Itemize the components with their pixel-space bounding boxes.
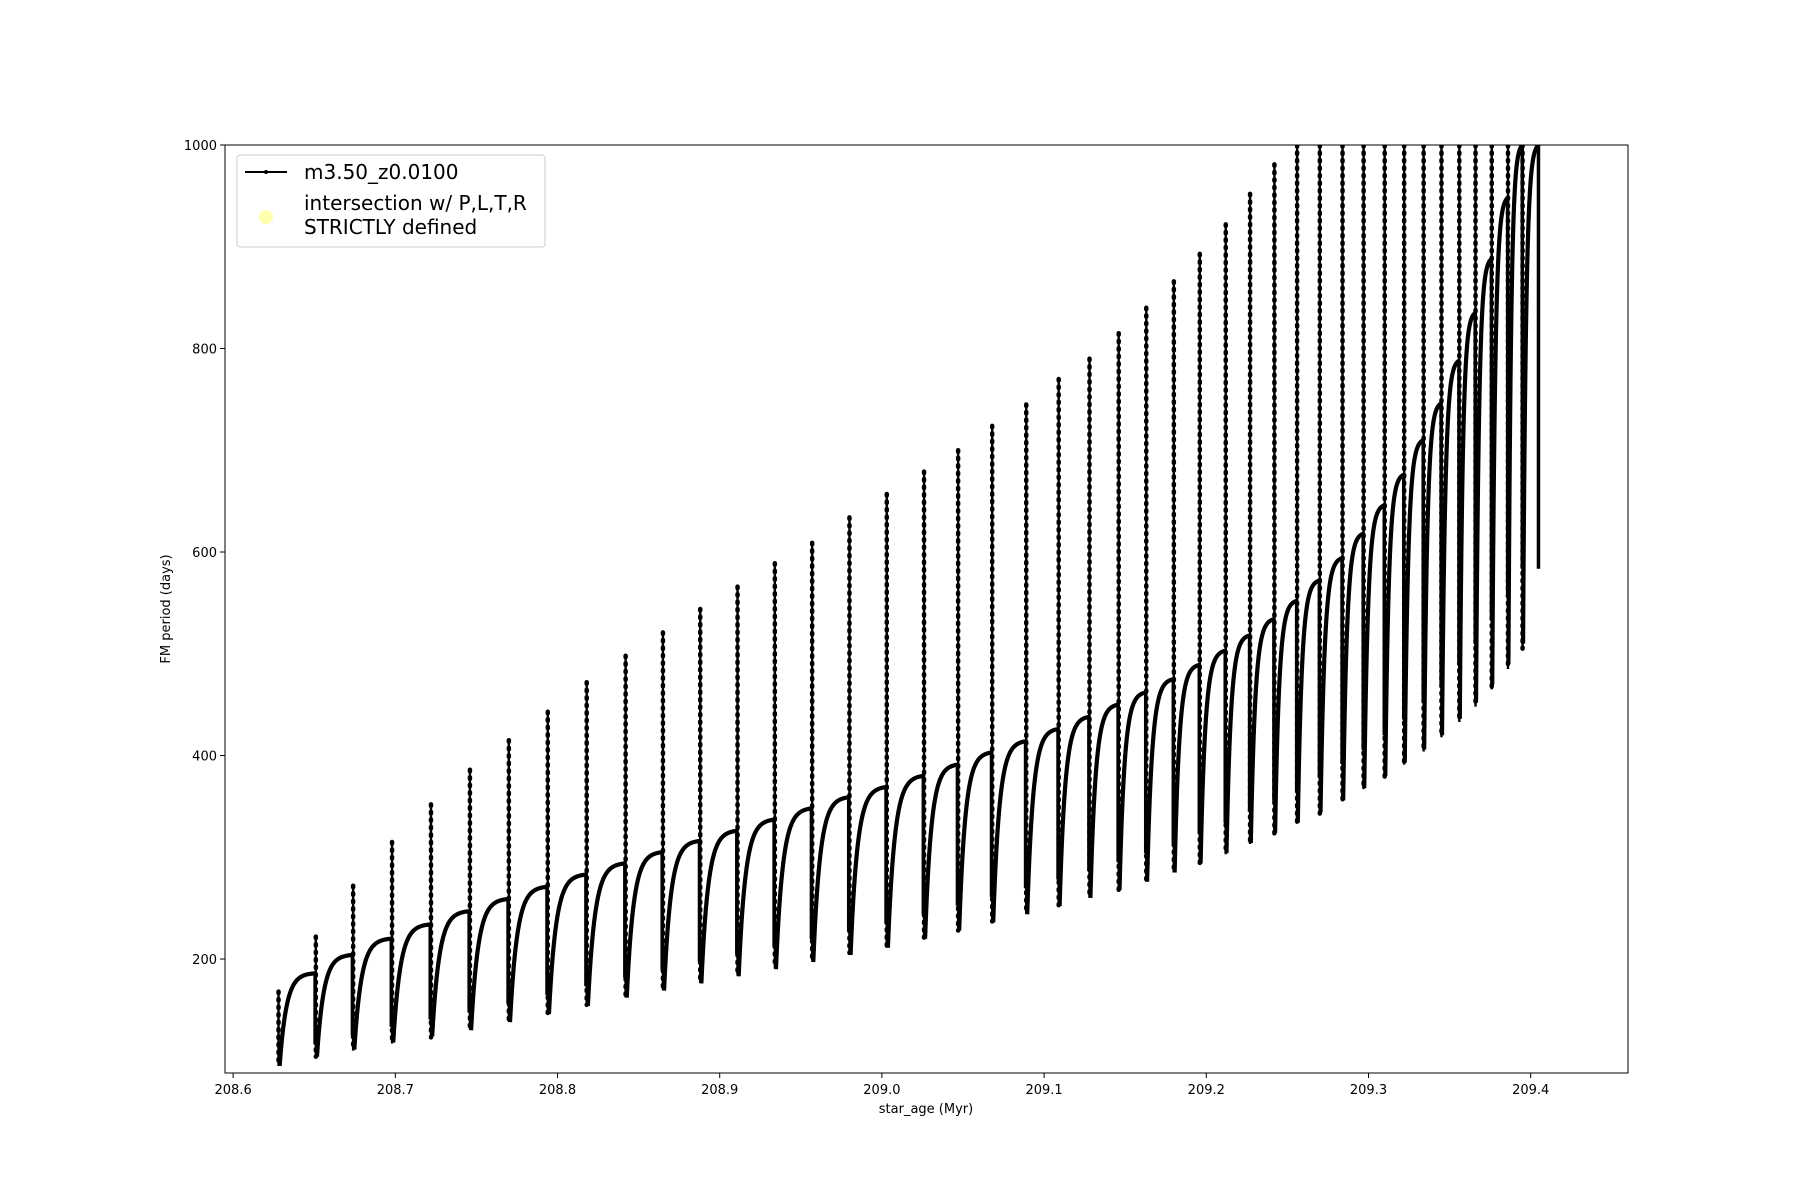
pulse-recovery-curve [1383, 472, 1406, 776]
pulse-recovery-curve [352, 936, 393, 1050]
pulse-recovery-curve [699, 828, 739, 984]
x-tick-label: 209.4 [1512, 1083, 1549, 1098]
pulse-recovery-curve [1088, 702, 1120, 899]
pulse-recovery-curve [1490, 196, 1510, 685]
plot-area [276, 145, 1541, 1069]
legend-entry-intersection-line1: intersection w/ P,L,T,R [304, 191, 527, 215]
pulse-recovery-curve [1117, 690, 1148, 890]
legend: m3.50_z0.0100 intersection w/ P,L,T,R ST… [236, 154, 546, 248]
pulse-recovery-curve [1362, 503, 1386, 789]
pulse-recovery-curve [661, 838, 701, 991]
y-axis-ticks: 200 400 600 800 1000 [184, 139, 225, 968]
pulse-recovery-curve [507, 884, 549, 1023]
pulse-recovery-curve [991, 739, 1027, 923]
pulse-recovery-curve [624, 850, 664, 998]
pulse-recovery-curve [430, 909, 471, 1037]
x-tick-label: 209.2 [1188, 1083, 1225, 1098]
pulse-cycle [1382, 145, 1406, 780]
pulse-recovery-curve [1457, 311, 1477, 719]
pulse-recovery-curve [885, 773, 925, 948]
pulse-recovery-curve [314, 952, 354, 1057]
x-tick-label: 208.8 [539, 1083, 576, 1098]
pulse-recovery-curve [1473, 257, 1494, 703]
pulse-recovery-curve [1272, 598, 1299, 833]
pulse-recovery-curve [1248, 617, 1276, 844]
pulse-recovery-curve [1341, 531, 1365, 801]
pulse-recovery-curve [1198, 648, 1227, 864]
pulse-cycle [1520, 145, 1541, 651]
pulse-recovery-curve [848, 784, 888, 956]
pulse-recovery-curve [1057, 714, 1091, 907]
y-axis-label: FM period (days) [159, 554, 174, 663]
y-tick-label: 400 [192, 750, 217, 765]
pulse-recovery-curve [1422, 401, 1443, 750]
pulse-recovery-curve [736, 817, 776, 977]
x-tick-label: 209.3 [1350, 1083, 1387, 1098]
pulse-recovery-curve [811, 795, 850, 963]
legend-entry-intersection-line2: STRICTLY defined [304, 215, 477, 239]
pulse-recovery-curve [1224, 633, 1252, 854]
x-tick-label: 208.9 [701, 1083, 738, 1098]
pulse-recovery-curve [1172, 662, 1201, 873]
pulse-recovery-curve [1439, 358, 1461, 736]
pulse-recovery-curve [1295, 578, 1321, 823]
pulse-recovery-curve [391, 922, 432, 1043]
pulse-recovery-curve [1402, 438, 1425, 763]
pulse-recovery-curve [1318, 556, 1344, 813]
x-tick-label: 208.6 [215, 1083, 252, 1098]
series-layer [276, 145, 1541, 1069]
legend-dot-marker [264, 170, 268, 174]
pulse-recovery-curve [277, 971, 317, 1067]
x-axis-label: star_age (Myr) [879, 1102, 973, 1117]
pulse-recovery-curve [773, 806, 813, 970]
legend-intersection-marker [259, 210, 273, 224]
pulse-recovery-curve [1145, 677, 1175, 882]
axes-frame [224, 144, 1629, 1074]
y-tick-label: 600 [192, 546, 217, 561]
pulse-recovery-curve [957, 750, 993, 931]
pulse-recovery-curve [1520, 145, 1541, 644]
x-tick-label: 208.7 [377, 1083, 414, 1098]
x-axis-ticks: 208.6 208.7 208.8 208.9 209.0 209.1 209.2 209.3… [215, 1073, 1549, 1098]
pulse-recovery-curve [1025, 727, 1060, 915]
pulse-recovery-curve [585, 861, 627, 1006]
y-tick-label: 800 [192, 343, 217, 358]
x-tick-label: 209.1 [1025, 1083, 1062, 1098]
legend-frame [236, 154, 546, 248]
pulse-recovery-curve [1506, 145, 1525, 664]
x-tick-label: 209.0 [863, 1083, 900, 1098]
y-tick-label: 200 [192, 953, 217, 968]
pulse-recovery-curve [546, 872, 588, 1015]
pulse-recovery-curve [922, 762, 959, 939]
y-tick-label: 1000 [184, 139, 217, 154]
legend-entry-series: m3.50_z0.0100 [304, 160, 459, 184]
pulse-recovery-curve [468, 896, 510, 1031]
